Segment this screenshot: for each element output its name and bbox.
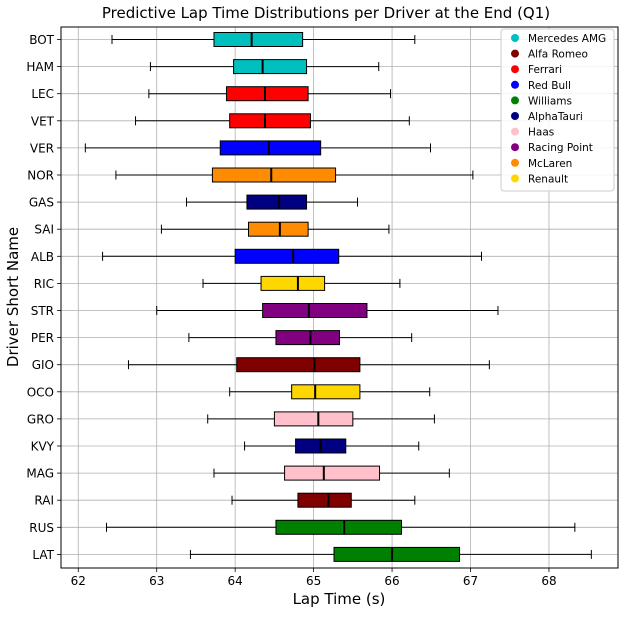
legend-marker <box>511 174 519 183</box>
y-tick-label: VER <box>30 141 54 155</box>
y-axis: BOT HAM LEC VET VER NOR GAS SAI ALB RIC STR PER GIO O… <box>26 33 61 562</box>
box-ham <box>149 59 380 75</box>
iqr-box <box>211 167 337 183</box>
legend-marker <box>511 65 519 74</box>
box-kvy <box>244 438 420 454</box>
x-tick-label: 65 <box>306 574 321 588</box>
legend: Mercedes AMG Alfa Romeo Ferrari Red Bull Wil… <box>500 28 615 192</box>
y-tick-label: STR <box>31 304 54 318</box>
legend-label: Renault <box>528 173 568 185</box>
iqr-box <box>275 519 402 535</box>
legend-marker <box>511 80 519 89</box>
legend-label: AlphaTauri <box>528 111 583 123</box>
iqr-box <box>260 275 326 291</box>
legend-label: Haas <box>528 127 554 139</box>
x-tick-label: 68 <box>541 574 556 588</box>
x-tick-label: 67 <box>463 574 478 588</box>
y-tick-label: HAM <box>26 60 54 74</box>
legend-label: Ferrari <box>528 64 562 76</box>
legend-marker <box>511 143 519 152</box>
iqr-box <box>213 32 304 47</box>
y-tick-label: SAI <box>34 223 54 237</box>
box-ric <box>202 275 401 291</box>
x-axis-label: Lap Time (s) <box>293 590 386 608</box>
x-tick-label: 62 <box>71 574 86 588</box>
y-tick-label: RIC <box>34 277 54 291</box>
y-tick-label: RAI <box>34 494 54 508</box>
box-gro <box>207 411 435 427</box>
iqr-box <box>333 546 461 562</box>
legend-marker <box>511 127 519 136</box>
iqr-box <box>233 59 308 75</box>
iqr-box <box>226 86 309 102</box>
box-rus <box>106 519 576 535</box>
legend-marker <box>511 96 519 105</box>
box-sai <box>160 221 390 237</box>
y-tick-label: GIO <box>32 358 54 372</box>
legend-marker <box>511 112 519 120</box>
y-tick-label: LAT <box>32 548 54 562</box>
iqr-box <box>229 113 311 129</box>
box-bot <box>111 32 416 47</box>
legend-label: Williams <box>528 95 572 107</box>
legend-label: Alfa Romeo <box>528 49 588 61</box>
box-vet <box>135 113 410 129</box>
y-tick-label: GAS <box>29 196 54 210</box>
iqr-box <box>234 248 340 264</box>
y-tick-label: ALB <box>31 250 54 264</box>
iqr-box <box>275 330 340 346</box>
iqr-box <box>219 140 322 156</box>
legend-label: Mercedes AMG <box>528 33 606 45</box>
iqr-box <box>247 221 309 237</box>
iqr-box <box>297 492 352 508</box>
iqr-box <box>273 411 354 427</box>
box-lec <box>148 86 391 102</box>
legend-marker <box>511 158 519 167</box>
legend-frame <box>500 28 615 192</box>
box-gio <box>127 357 490 373</box>
legend-label: Red Bull <box>528 80 571 92</box>
y-tick-label: OCO <box>27 385 54 399</box>
plot-frame <box>60 26 619 569</box>
iqr-box <box>236 357 361 373</box>
y-tick-label: RUS <box>29 521 54 535</box>
box-nor <box>115 167 474 183</box>
x-tick-label: 64 <box>228 574 243 588</box>
legend-marker <box>511 49 519 58</box>
legend-marker <box>511 34 519 42</box>
box-alb <box>102 248 482 264</box>
y-tick-label: BOT <box>29 33 54 47</box>
box-str <box>156 303 499 318</box>
box-per <box>188 330 413 346</box>
iqr-box <box>246 194 308 210</box>
y-tick-label: MAG <box>26 467 54 481</box>
legend-label: McLaren <box>528 158 572 170</box>
box-gas <box>186 194 359 210</box>
iqr-box <box>262 303 368 318</box>
y-tick-label: LEC <box>31 87 54 101</box>
box-lat <box>189 546 592 562</box>
x-axis: 62 63 64 65 66 67 68 <box>71 568 557 588</box>
chart-title: Predictive Lap Time Distributions per Dr… <box>102 4 550 22</box>
x-tick-label: 63 <box>149 574 164 588</box>
iqr-box <box>291 384 361 400</box>
y-axis-label: Driver Short Name <box>4 227 22 367</box>
y-tick-label: VET <box>31 114 55 128</box>
box-rai <box>231 492 416 508</box>
box-mag <box>213 465 450 481</box>
y-tick-label: NOR <box>27 169 54 183</box>
y-tick-label: PER <box>31 331 54 345</box>
box-layer <box>84 32 592 562</box>
x-tick-label: 66 <box>384 574 399 588</box>
iqr-box <box>284 465 381 481</box>
y-tick-label: KVY <box>31 440 55 454</box>
legend-label: Racing Point <box>528 142 593 154</box>
y-tick-label: GRO <box>27 412 54 426</box>
box-ver <box>84 140 432 156</box>
box-oco <box>229 384 431 400</box>
